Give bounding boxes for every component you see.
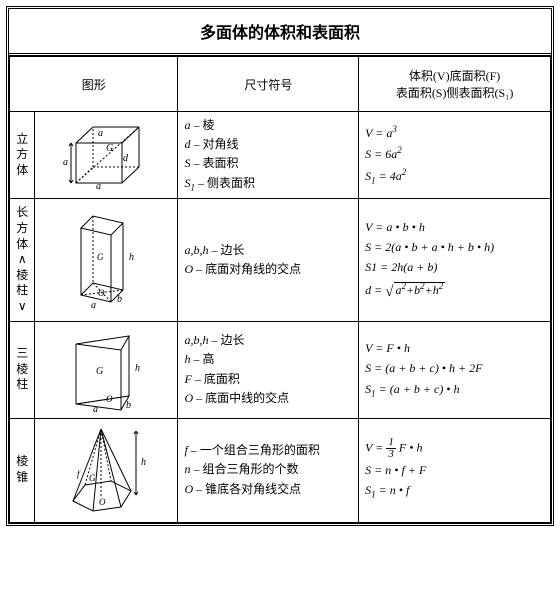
shape-diagram: a a a G d — [35, 112, 178, 199]
dimensions-cell: a – 棱d – 对角线S – 表面积S1 – 侧表面积 — [178, 112, 359, 199]
svg-text:a: a — [91, 300, 96, 310]
svg-text:h: h — [135, 363, 140, 374]
formula-cell: V = a3S = 6a2S1 = 4a2 — [359, 112, 551, 199]
svg-text:b: b — [117, 294, 122, 305]
svg-text:G: G — [96, 366, 103, 377]
svg-text:G: G — [89, 473, 96, 483]
reference-table: 图形 尺寸符号 体积(V)底面积(F) 表面积(S)侧表面积(S₁) 立方体 — [9, 56, 551, 523]
shape-diagram: h G O f — [35, 418, 178, 522]
formula-cell: V = 13 F • hS = n • f + FS1 = n • f — [359, 418, 551, 522]
dimensions-cell: f – 一个组合三角形的面积n – 组合三角形的个数O – 锥底各对角线交点 — [178, 418, 359, 522]
shape-diagram: a b h G O — [35, 199, 178, 321]
svg-text:f: f — [77, 469, 81, 479]
col-formulas: 体积(V)底面积(F) 表面积(S)侧表面积(S₁) — [359, 57, 551, 112]
svg-text:a: a — [63, 157, 68, 168]
table-row: 长方体∧棱柱∨ a b h G O — [10, 199, 551, 321]
dimensions-cell: a,b,h – 边长O – 底面对角线的交点 — [178, 199, 359, 321]
row-label: 长方体∧棱柱∨ — [10, 199, 35, 321]
formula-cell: V = a • b • hS = 2(a • b + a • h + b • h… — [359, 199, 551, 321]
row-label: 立方体 — [10, 112, 35, 199]
table-row: 立方体 a a — [10, 112, 551, 199]
svg-text:a: a — [93, 404, 98, 414]
svg-text:O: O — [99, 497, 106, 507]
svg-text:O: O — [98, 288, 105, 298]
formula-cell: V = F • hS = (a + b + c) • h + 2FS1 = (a… — [359, 321, 551, 418]
dimensions-cell: a,b,h – 边长h – 高F – 底面积O – 底面中线的交点 — [178, 321, 359, 418]
col-dimensions: 尺寸符号 — [178, 57, 359, 112]
table-row: 三棱柱 a b h G O a,b,h – 边长h — [10, 321, 551, 418]
svg-text:O: O — [106, 394, 113, 404]
svg-text:h: h — [129, 252, 134, 263]
svg-text:b: b — [126, 400, 131, 411]
shape-diagram: a b h G O — [35, 321, 178, 418]
svg-text:h: h — [141, 457, 146, 468]
svg-text:G: G — [106, 143, 113, 154]
row-label: 三棱柱 — [10, 321, 35, 418]
page-title: 多面体的体积和表面积 — [9, 9, 551, 56]
col-shape: 图形 — [10, 57, 178, 112]
svg-text:a: a — [98, 128, 103, 139]
svg-text:d: d — [123, 153, 129, 164]
svg-text:G: G — [97, 252, 104, 262]
svg-text:a: a — [96, 181, 101, 189]
table-row: 棱锥 h G O — [10, 418, 551, 522]
row-label: 棱锥 — [10, 418, 35, 522]
